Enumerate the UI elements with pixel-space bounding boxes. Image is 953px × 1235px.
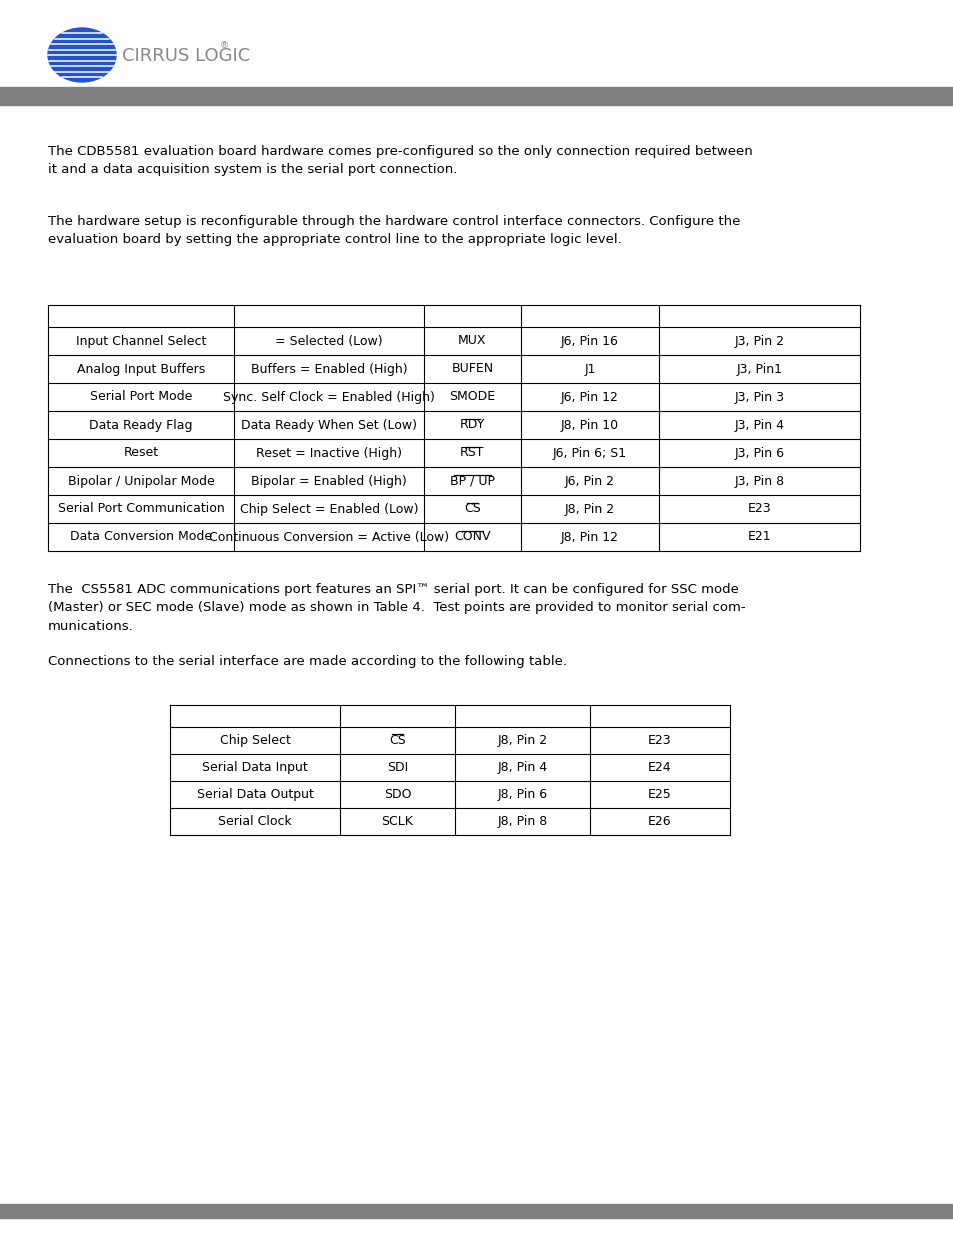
Text: Data Ready Flag: Data Ready Flag xyxy=(90,419,193,431)
Text: Serial Data Output: Serial Data Output xyxy=(196,788,314,802)
Text: J6, Pin 16: J6, Pin 16 xyxy=(560,335,618,347)
Text: J8, Pin 4: J8, Pin 4 xyxy=(497,761,547,774)
Text: Serial Clock: Serial Clock xyxy=(218,815,292,827)
Text: SDI: SDI xyxy=(387,761,408,774)
Text: E23: E23 xyxy=(747,503,771,515)
Text: = Selected (Low): = Selected (Low) xyxy=(274,335,382,347)
Text: The CDB5581 evaluation board hardware comes pre-configured so the only connectio: The CDB5581 evaluation board hardware co… xyxy=(48,144,752,177)
Text: Sync. Self Clock = Enabled (High): Sync. Self Clock = Enabled (High) xyxy=(223,390,435,404)
Text: The hardware setup is reconfigurable through the hardware control interface conn: The hardware setup is reconfigurable thr… xyxy=(48,215,740,247)
Text: Data Conversion Mode: Data Conversion Mode xyxy=(70,531,212,543)
Bar xyxy=(0,86,953,105)
Text: RDY: RDY xyxy=(459,419,485,431)
Text: Serial Port Communication: Serial Port Communication xyxy=(57,503,224,515)
Text: J3, Pin1: J3, Pin1 xyxy=(736,363,781,375)
Text: RST: RST xyxy=(459,447,484,459)
Ellipse shape xyxy=(48,28,116,82)
Text: CS: CS xyxy=(389,734,405,747)
Text: J1: J1 xyxy=(583,363,595,375)
Text: Analog Input Buffers: Analog Input Buffers xyxy=(77,363,205,375)
Text: E26: E26 xyxy=(647,815,671,827)
Text: E25: E25 xyxy=(647,788,671,802)
Text: Connections to the serial interface are made according to the following table.: Connections to the serial interface are … xyxy=(48,655,566,668)
Text: SMODE: SMODE xyxy=(449,390,495,404)
Text: J8, Pin 10: J8, Pin 10 xyxy=(560,419,618,431)
Text: SCLK: SCLK xyxy=(381,815,413,827)
Text: MUX: MUX xyxy=(457,335,486,347)
Text: Serial Port Mode: Serial Port Mode xyxy=(90,390,192,404)
Text: J3, Pin 6: J3, Pin 6 xyxy=(734,447,783,459)
Text: Reset: Reset xyxy=(123,447,158,459)
Text: J3, Pin 4: J3, Pin 4 xyxy=(734,419,783,431)
Text: Data Ready When Set (Low): Data Ready When Set (Low) xyxy=(241,419,416,431)
Text: E21: E21 xyxy=(747,531,771,543)
Text: CS: CS xyxy=(464,503,480,515)
Text: J8, Pin 12: J8, Pin 12 xyxy=(560,531,618,543)
Text: Bipolar = Enabled (High): Bipolar = Enabled (High) xyxy=(251,474,406,488)
Text: BP / UP: BP / UP xyxy=(450,474,495,488)
Text: J8, Pin 2: J8, Pin 2 xyxy=(564,503,615,515)
Text: Chip Select = Enabled (Low): Chip Select = Enabled (Low) xyxy=(239,503,417,515)
Text: J8, Pin 2: J8, Pin 2 xyxy=(497,734,547,747)
Text: SDO: SDO xyxy=(383,788,411,802)
Text: CONV: CONV xyxy=(454,531,490,543)
Text: J6, Pin 12: J6, Pin 12 xyxy=(560,390,618,404)
Text: J6, Pin 6; S1: J6, Pin 6; S1 xyxy=(553,447,626,459)
Text: BUFEN: BUFEN xyxy=(451,363,493,375)
Text: J3, Pin 2: J3, Pin 2 xyxy=(734,335,783,347)
Text: CIRRUS LOGIC: CIRRUS LOGIC xyxy=(122,47,250,65)
Text: Bipolar / Unipolar Mode: Bipolar / Unipolar Mode xyxy=(68,474,214,488)
Text: J6, Pin 2: J6, Pin 2 xyxy=(564,474,615,488)
Text: Serial Data Input: Serial Data Input xyxy=(202,761,308,774)
Text: J3, Pin 3: J3, Pin 3 xyxy=(734,390,783,404)
Text: Reset = Inactive (High): Reset = Inactive (High) xyxy=(255,447,401,459)
Text: J8, Pin 8: J8, Pin 8 xyxy=(497,815,547,827)
Text: E24: E24 xyxy=(647,761,671,774)
Text: Buffers = Enabled (High): Buffers = Enabled (High) xyxy=(251,363,407,375)
Text: ®: ® xyxy=(220,42,229,51)
Text: J3, Pin 8: J3, Pin 8 xyxy=(734,474,783,488)
Text: J8, Pin 6: J8, Pin 6 xyxy=(497,788,547,802)
Text: Input Channel Select: Input Channel Select xyxy=(75,335,206,347)
Text: Chip Select: Chip Select xyxy=(219,734,290,747)
Text: E23: E23 xyxy=(647,734,671,747)
Bar xyxy=(0,1204,953,1218)
Text: Continuous Conversion = Active (Low): Continuous Conversion = Active (Low) xyxy=(209,531,449,543)
Text: The  CS5581 ADC communications port features an SPI™ serial port. It can be conf: The CS5581 ADC communications port featu… xyxy=(48,583,745,634)
